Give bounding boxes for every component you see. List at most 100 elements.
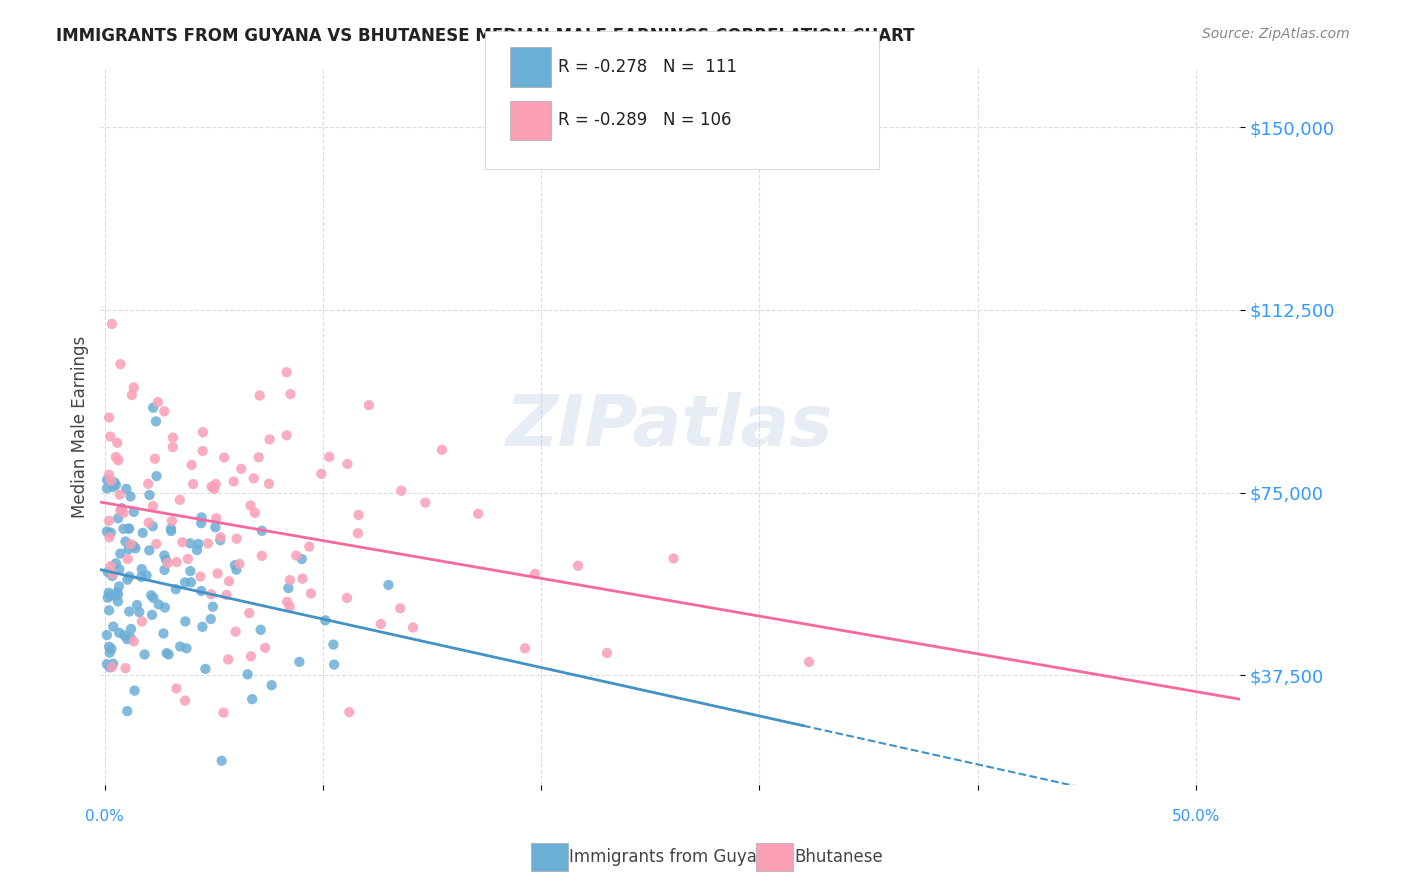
- Point: [108, 625, 131, 640]
- Point: [169, 640, 191, 654]
- Point: [179, 536, 201, 550]
- Point: [228, 557, 250, 571]
- Point: [322, 638, 344, 652]
- Point: [278, 573, 301, 587]
- Point: [202, 482, 225, 496]
- Point: [108, 488, 131, 502]
- Point: [100, 474, 122, 488]
- Point: [278, 599, 301, 614]
- Point: [314, 613, 336, 627]
- Point: [118, 522, 141, 536]
- Point: [191, 444, 214, 458]
- Point: [142, 499, 165, 513]
- Point: [142, 401, 165, 415]
- Point: [96, 657, 118, 672]
- Point: [797, 655, 820, 669]
- Point: [169, 492, 191, 507]
- Point: [114, 534, 136, 549]
- Point: [122, 505, 145, 519]
- Point: [160, 522, 183, 536]
- Point: [146, 395, 169, 409]
- Point: [194, 662, 217, 676]
- Point: [347, 526, 370, 541]
- Point: [260, 678, 283, 692]
- Point: [104, 557, 127, 571]
- Point: [291, 572, 314, 586]
- Point: [567, 558, 589, 573]
- Point: [120, 537, 142, 551]
- Point: [112, 522, 135, 536]
- Point: [157, 648, 180, 662]
- Point: [249, 388, 271, 402]
- Point: [240, 692, 263, 706]
- Point: [276, 428, 298, 442]
- Point: [288, 655, 311, 669]
- Point: [311, 467, 333, 481]
- Point: [174, 615, 197, 629]
- Point: [124, 683, 146, 698]
- Point: [524, 566, 547, 581]
- Point: [347, 508, 370, 522]
- Point: [114, 661, 136, 675]
- Point: [413, 495, 436, 509]
- Point: [215, 588, 238, 602]
- Point: [430, 442, 453, 457]
- Point: [142, 519, 165, 533]
- Point: [148, 598, 170, 612]
- Point: [280, 387, 302, 401]
- Point: [197, 536, 219, 550]
- Point: [101, 566, 124, 581]
- Point: [101, 480, 124, 494]
- Point: [200, 587, 222, 601]
- Point: [259, 433, 281, 447]
- Point: [142, 591, 165, 605]
- Point: [117, 704, 139, 718]
- Point: [103, 619, 125, 633]
- Point: [166, 555, 188, 569]
- Point: [120, 622, 142, 636]
- Point: [174, 693, 197, 707]
- Point: [122, 539, 145, 553]
- Point: [318, 450, 340, 464]
- Point: [277, 581, 299, 595]
- Point: [129, 570, 152, 584]
- Point: [101, 657, 124, 671]
- Point: [122, 634, 145, 648]
- Point: [299, 586, 322, 600]
- Point: [98, 588, 121, 602]
- Point: [117, 552, 139, 566]
- Point: [120, 631, 142, 645]
- Point: [212, 450, 235, 465]
- Point: [111, 501, 134, 516]
- Point: [662, 551, 685, 566]
- Point: [225, 563, 247, 577]
- Point: [186, 543, 208, 558]
- Point: [200, 612, 222, 626]
- Point: [291, 552, 314, 566]
- Point: [247, 450, 270, 465]
- Point: [96, 473, 118, 487]
- Point: [118, 605, 141, 619]
- Point: [276, 595, 298, 609]
- Point: [115, 482, 138, 496]
- Point: [98, 530, 121, 544]
- Point: [108, 562, 131, 576]
- Point: [205, 511, 228, 525]
- Point: [124, 541, 146, 556]
- Point: [153, 563, 176, 577]
- Point: [98, 660, 121, 674]
- Point: [180, 458, 202, 472]
- Point: [165, 582, 187, 597]
- Point: [377, 578, 399, 592]
- Point: [125, 598, 148, 612]
- Point: [243, 506, 266, 520]
- Point: [115, 632, 138, 647]
- Point: [98, 640, 121, 654]
- Point: [190, 569, 212, 583]
- Point: [513, 641, 536, 656]
- Point: [145, 414, 167, 428]
- Point: [190, 584, 212, 599]
- Point: [225, 532, 247, 546]
- Point: [176, 641, 198, 656]
- Point: [153, 549, 176, 563]
